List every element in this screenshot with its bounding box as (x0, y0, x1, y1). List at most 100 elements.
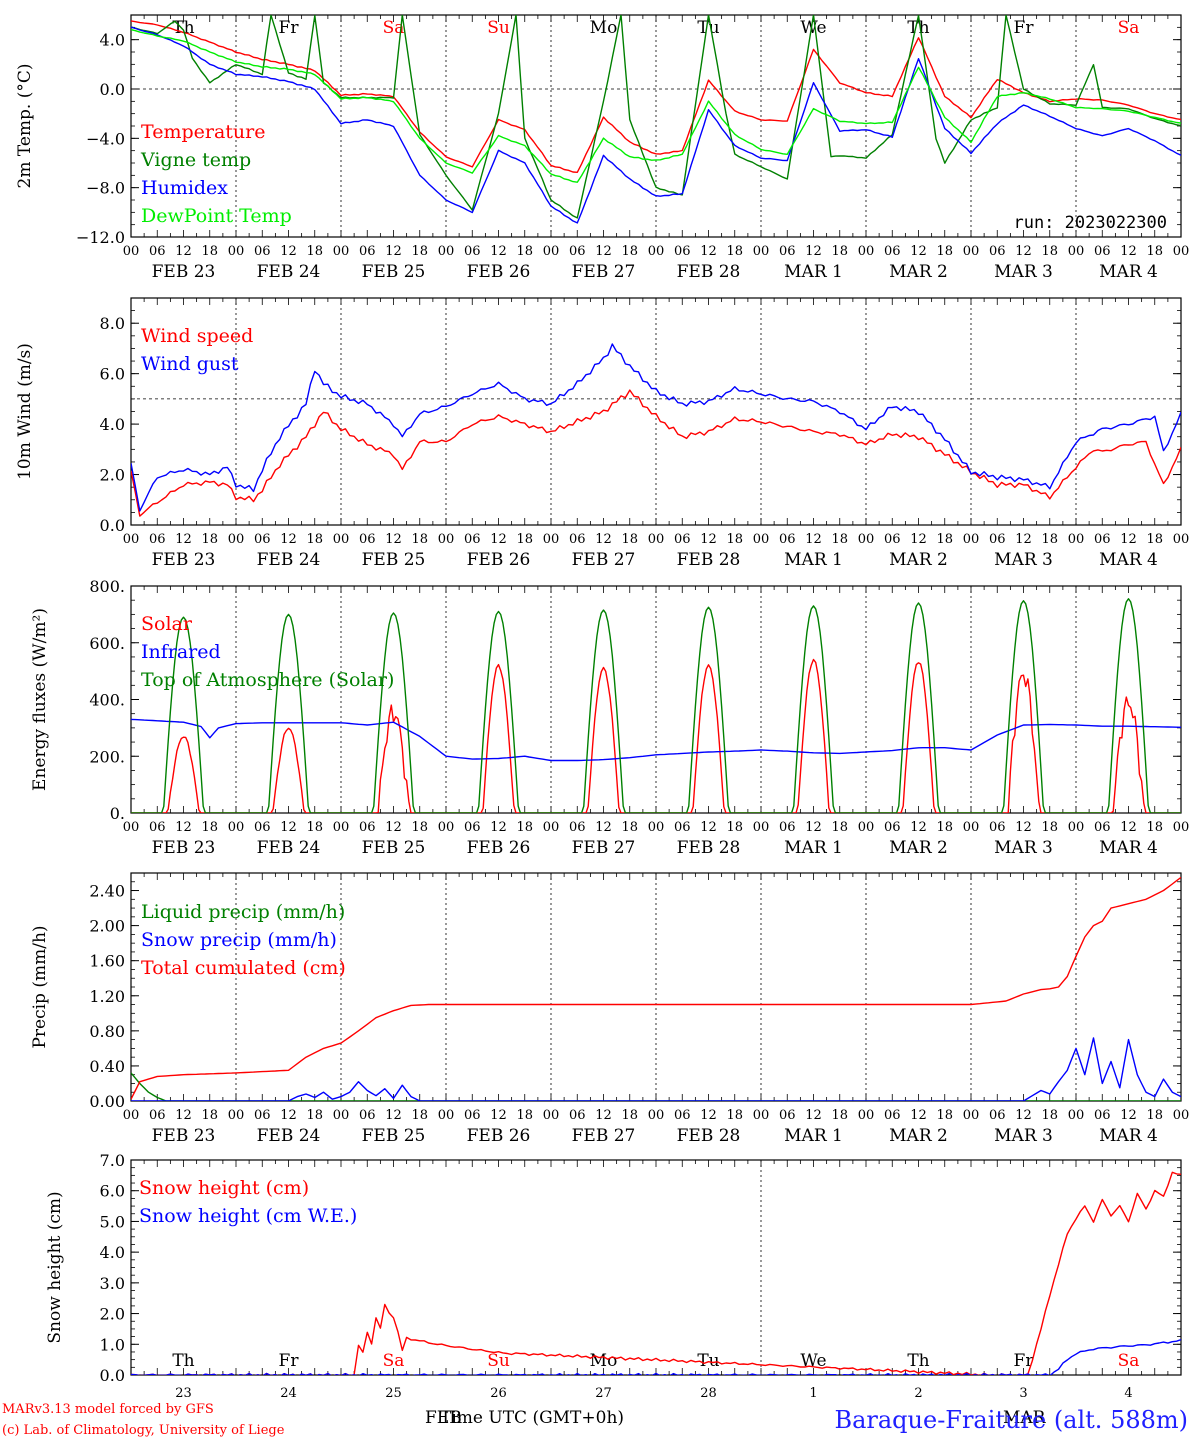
x-hour-label: 06 (779, 244, 796, 259)
series-group (131, 15, 1181, 224)
series-line-2 (131, 15, 1181, 219)
x-hour-label: 12 (700, 820, 717, 835)
x-date-label: MAR 3 (994, 1126, 1053, 1146)
y-tick-label: 800. (89, 577, 125, 596)
x-hour-label: 00 (753, 532, 770, 547)
series-group (131, 1171, 1181, 1375)
x-hour-label: 18 (411, 820, 428, 835)
legend-entry: Snow height (cm) (139, 1177, 309, 1199)
x-hour-label: 18 (726, 820, 743, 835)
panels: −12.0−8.0−4.00.04.02m Temp. (°C)00 06 12 18… (15, 14, 1189, 1401)
panel-1: −12.0 −8.0 −4.0 0.0 4.0 2m Temp. (°C) 00 06 12 18… (15, 14, 1189, 282)
x-hour-label: 18 (1146, 820, 1163, 835)
x-hour-label: 12 (280, 1108, 297, 1123)
legend-entry: Wind gust (141, 353, 239, 375)
x-hour-label: 06 (464, 1108, 481, 1123)
x-hour-label: 00 (1068, 244, 1085, 259)
y-tick-label: 0.0 (100, 80, 125, 99)
x-hour-label: 18 (831, 532, 848, 547)
x-date-label: FEB 27 (572, 550, 636, 570)
x-day-number: 26 (490, 1386, 507, 1401)
x-hour-label: 00 (648, 820, 665, 835)
x-hour-label: 00 (333, 532, 350, 547)
x-hour-label: 18 (621, 1108, 638, 1123)
x-hour-label: 18 (201, 1108, 218, 1123)
x-hour-label: 00 (438, 1108, 455, 1123)
x-hour-label: 18 (516, 532, 533, 547)
weekday-label: Su (487, 1351, 510, 1371)
x-hour-label: 06 (884, 244, 901, 259)
y-tick-label: −8.0 (86, 179, 125, 198)
x-hour-label: 06 (989, 1108, 1006, 1123)
x-hour-label: 06 (254, 244, 271, 259)
x-hour-label: 12 (175, 1108, 192, 1123)
x-hour-label: 06 (254, 820, 271, 835)
x-hour-label: 06 (464, 820, 481, 835)
panel-5: 0.0 1.0 2.0 3.0 4.0 5.0 6.0 7.0 Snow height (cm)… (45, 1151, 1182, 1401)
x-hour-label: 18 (1146, 532, 1163, 547)
x-hour-label: 12 (175, 820, 192, 835)
x-hour-label: 00 (963, 532, 980, 547)
x-hour-label: 18 (516, 820, 533, 835)
x-hour-label: 18 (831, 244, 848, 259)
series-line-1 (131, 389, 1181, 517)
x-day-number: 2 (914, 1386, 922, 1401)
y-tick-label: −4.0 (86, 129, 125, 148)
series-line-3 (131, 876, 1181, 1100)
legend-entry: Top of Atmosphere (Solar) (141, 669, 394, 691)
y-tick-label: 400. (89, 691, 125, 710)
x-date-label: MAR 1 (784, 262, 843, 282)
x-date-label: MAR 4 (1099, 550, 1158, 570)
x-hour-label: 18 (1041, 532, 1058, 547)
x-hour-label: 18 (726, 532, 743, 547)
x-date-label: FEB 23 (152, 1126, 216, 1146)
x-day-number: 23 (175, 1386, 192, 1401)
x-hour-label: 00 (333, 820, 350, 835)
x-hour-label: 18 (1146, 1108, 1163, 1123)
x-hour-label: 18 (516, 1108, 533, 1123)
x-day-number: 4 (1124, 1386, 1132, 1401)
y-tick-label: 5.0 (100, 1212, 125, 1231)
x-hour-label: 18 (621, 532, 638, 547)
x-hour-label: 18 (306, 244, 323, 259)
x-hour-label: 18 (936, 1108, 953, 1123)
x-date-label: MAR 1 (784, 1126, 843, 1146)
x-hour-label: 18 (831, 1108, 848, 1123)
weekday-label: Fr (1014, 18, 1035, 38)
y-tick-label: 2.40 (89, 882, 125, 901)
y-tick-label: 0.40 (89, 1057, 125, 1076)
weekday-label: Sa (383, 18, 405, 38)
x-hour-label: 12 (595, 244, 612, 259)
footer-model: MARv3.13 model forced by GFS (2, 1402, 214, 1417)
x-date-label: FEB 25 (362, 838, 426, 858)
x-hour-label: 18 (936, 532, 953, 547)
y-tick-label: 2.00 (89, 917, 125, 936)
x-hour-label: 00 (648, 244, 665, 259)
legend-entry: Total cumulated (cm) (141, 957, 346, 979)
x-date-label: FEB 23 (152, 838, 216, 858)
bottom-month-right: MAR (1003, 1408, 1047, 1428)
panel-3: 0. 200. 400. 600. 800. Energy fluxes (W/m²) 00… (30, 577, 1189, 858)
y-tick-label: 6.0 (100, 1182, 125, 1201)
x-hour-label: 06 (674, 532, 691, 547)
x-hour-label: 00 (333, 1108, 350, 1123)
x-hour-label: 06 (464, 532, 481, 547)
x-hour-label: 00 (228, 244, 245, 259)
x-hour-label: 18 (726, 1108, 743, 1123)
weekday-label: Sa (1118, 1351, 1140, 1371)
x-hour-label: 12 (280, 244, 297, 259)
x-hour-label: 18 (201, 244, 218, 259)
x-hour-label: 06 (989, 820, 1006, 835)
x-hour-label: 12 (175, 244, 192, 259)
x-hour-label: 18 (411, 244, 428, 259)
y-tick-label: 1.20 (89, 987, 125, 1006)
series-line-2 (131, 718, 1181, 762)
series-line-3 (131, 26, 1181, 224)
y-tick-label: 2.0 (100, 466, 125, 485)
legend-entry: Liquid precip (mm/h) (141, 901, 345, 923)
x-date-label: MAR 1 (784, 550, 843, 570)
x-hour-label: 00 (648, 532, 665, 547)
x-hour-label: 00 (543, 1108, 560, 1123)
plot-frame (130, 297, 1182, 526)
x-hour-label: 12 (175, 532, 192, 547)
